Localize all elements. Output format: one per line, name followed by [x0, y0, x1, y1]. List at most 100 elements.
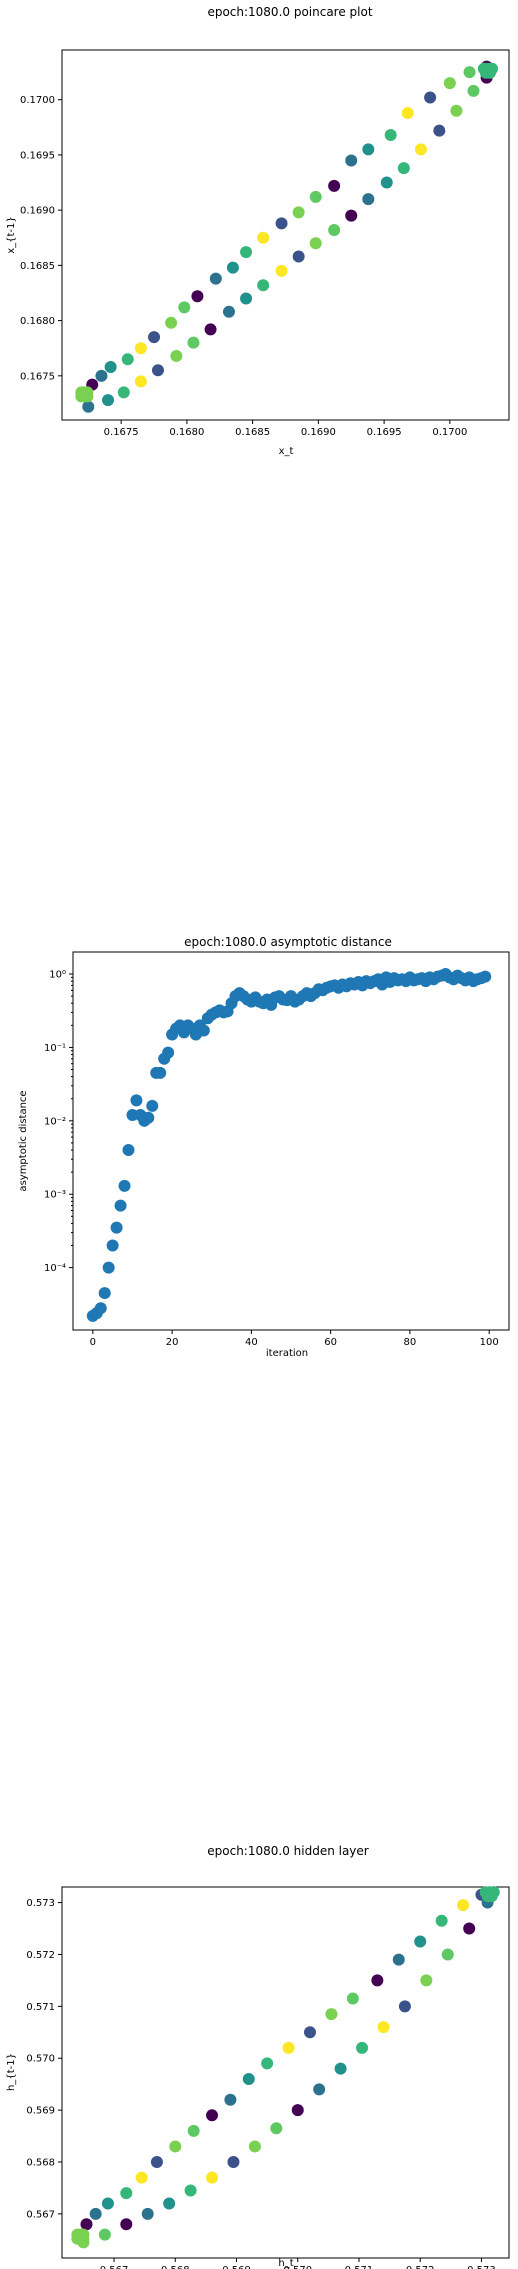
y-tick-label: 0.570 [26, 2054, 55, 2065]
scatter-point [275, 264, 288, 277]
scatter-point [479, 1886, 492, 1899]
poincare-title: epoch:1080.0 poincare plot [207, 5, 372, 19]
scatter-point [242, 2072, 255, 2085]
y-tick-label: 0.1675 [20, 371, 55, 382]
hidden-xlabel: h_t [278, 2258, 293, 2269]
scatter-point [222, 305, 235, 318]
x-tick-label: 0.572 [406, 2265, 435, 2269]
scatter-point [130, 1094, 143, 1107]
scatter-point [384, 129, 397, 142]
scatter-point [309, 190, 322, 203]
scatter-point [163, 2197, 176, 2210]
scatter-point [165, 316, 178, 329]
scatter-point [154, 1066, 167, 1079]
scatter-point [114, 1199, 127, 1212]
scatter-point [441, 1948, 454, 1961]
y-tick-label: 0.1680 [20, 316, 55, 327]
scatter-point [120, 2187, 133, 2200]
scatter-point [345, 154, 358, 167]
scatter-point [257, 279, 270, 292]
scatter-point [110, 1221, 123, 1234]
asymptotic-distance-plot: epoch:1080.0 asymptotic distance 0 20 40 60… [18, 935, 510, 1359]
x-tick-label: 60 [324, 1337, 337, 1348]
scatter-point [309, 237, 322, 250]
x-tick-label: 0.573 [467, 2265, 496, 2269]
y-tick-label: 10⁰ [49, 970, 66, 981]
scatter-point [94, 1302, 107, 1315]
scatter-point [292, 206, 305, 219]
scatter-point [261, 2057, 274, 2070]
poincare-ylabel: x_{t-1} [6, 216, 17, 254]
x-tick-label: 40 [245, 1337, 258, 1348]
scatter-point [98, 2228, 111, 2241]
x-tick-label: 0.570 [283, 2265, 312, 2269]
x-tick-label: 80 [404, 1337, 417, 1348]
asymptotic-xlabel: iteration [266, 1348, 308, 1359]
scatter-point [401, 106, 414, 119]
scatter-point [275, 217, 288, 230]
scatter-point [328, 224, 341, 237]
scatter-point [467, 84, 480, 97]
scatter-point [206, 2171, 219, 2184]
x-tick-label: 0.1700 [432, 427, 467, 438]
scatter-point [209, 272, 222, 285]
scatter-point [101, 2197, 114, 2210]
scatter-point [187, 2124, 200, 2137]
poincare-axes-frame [61, 49, 510, 421]
scatter-point [282, 2041, 295, 2054]
asymptotic-title: epoch:1080.0 asymptotic distance [184, 935, 392, 949]
scatter-point [380, 176, 393, 189]
scatter-point [98, 1287, 111, 1300]
scatter-point [104, 360, 117, 373]
scatter-point [187, 336, 200, 349]
y-tick-label: 0.567 [26, 2209, 55, 2220]
x-tick-label: 0.1695 [367, 427, 402, 438]
scatter-point [346, 1992, 359, 2005]
scatter-point [226, 261, 239, 274]
hidden-title: epoch:1080.0 hidden layer [207, 1844, 369, 1858]
asymptotic-ylabel: asymptotic distance [18, 1090, 29, 1191]
scatter-point [206, 2109, 219, 2122]
scatter-point [81, 390, 94, 403]
scatter-point [392, 1953, 405, 1966]
scatter-point [95, 369, 108, 382]
y-tick-label: 0.1690 [20, 206, 55, 217]
poincare-plot: epoch:1080.0 poincare plot 0.1675 0.1680 0… [6, 5, 510, 457]
scatter-point [463, 1922, 476, 1935]
y-tick-label: 10⁻¹ [44, 1043, 66, 1054]
scatter-point [227, 2156, 240, 2169]
scatter-point [420, 1974, 433, 1987]
scatter-point [303, 2026, 316, 2039]
scatter-point [463, 66, 476, 79]
scatter-point [151, 364, 164, 377]
scatter-point [292, 250, 305, 263]
poincare-xlabel: x_t [279, 446, 294, 457]
scatter-point [397, 162, 410, 175]
scatter-point [435, 1914, 448, 1927]
x-tick-label: 0.567 [100, 2265, 129, 2269]
scatter-point [345, 209, 358, 222]
scatter-point [117, 386, 130, 399]
scatter-point [121, 353, 134, 366]
scatter-point [240, 246, 253, 259]
scatter-point [150, 2156, 163, 2169]
x-tick-label: 0.1680 [169, 427, 204, 438]
x-tick-label: 0 [90, 1337, 96, 1348]
scatter-point [356, 2041, 369, 2054]
scatter-point [477, 62, 490, 75]
scatter-point [398, 2000, 411, 2013]
x-tick-label: 0.1685 [235, 427, 270, 438]
hidden-layer-plot: epoch:1080.0 hidden layer 0.567 0.568 0.56… [6, 1844, 510, 2269]
scatter-point [142, 1111, 155, 1124]
scatter-point [118, 1179, 131, 1192]
x-tick-label: 0.1675 [104, 427, 139, 438]
y-tick-label: 0.1685 [20, 261, 55, 272]
scatter-point [334, 2062, 347, 2075]
scatter-point [120, 2218, 133, 2231]
y-tick-label: 0.1695 [20, 150, 55, 161]
scatter-point [141, 2207, 154, 2220]
x-tick-label: 100 [480, 1337, 499, 1348]
scatter-point [479, 970, 492, 983]
scatter-point [178, 301, 191, 314]
scatter-point [414, 1935, 427, 1948]
